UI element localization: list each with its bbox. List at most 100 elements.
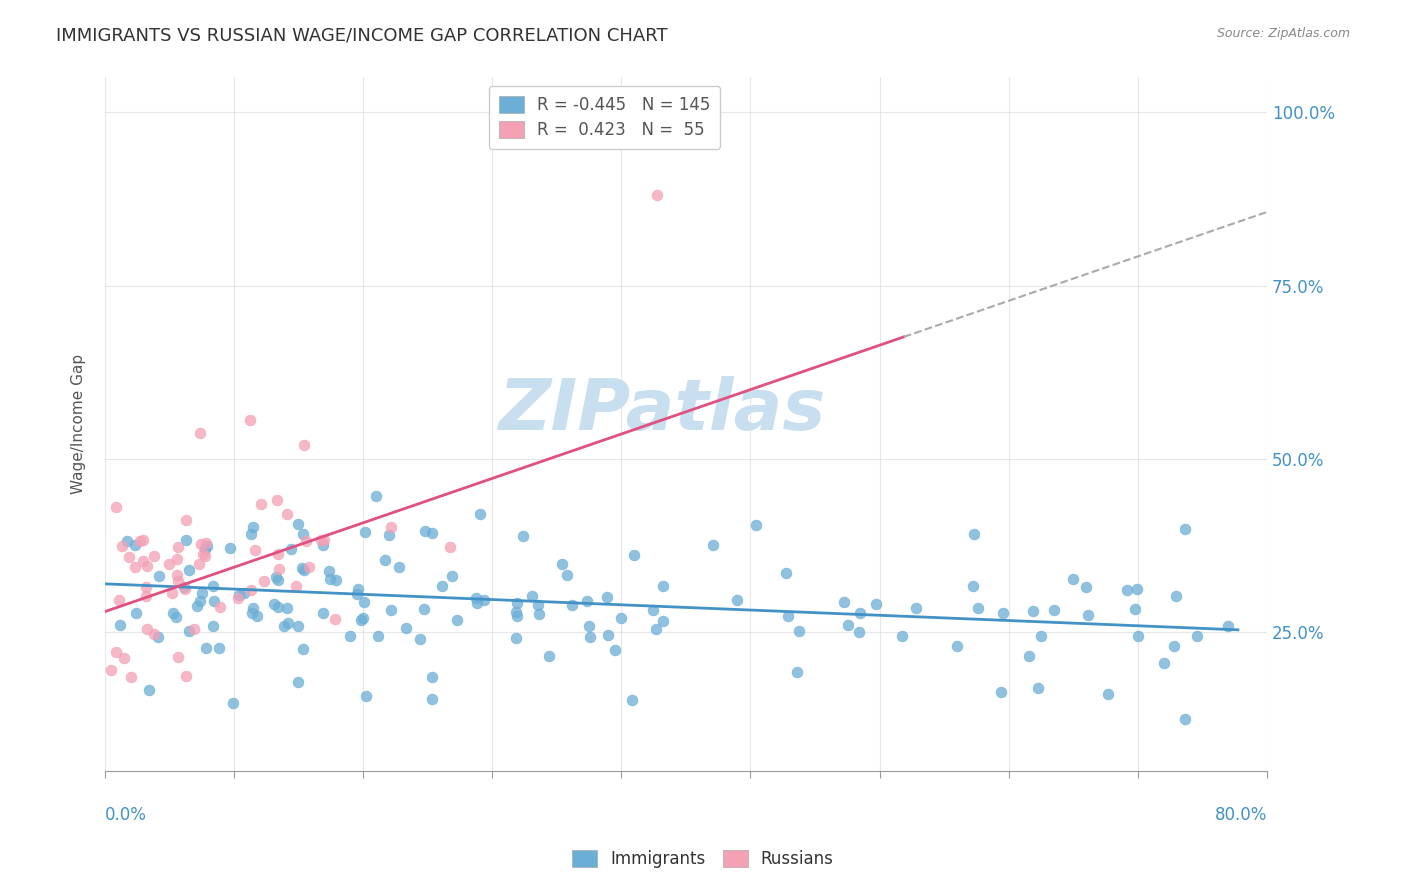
Point xyxy=(277,615,299,630)
Point xyxy=(395,621,418,635)
Point xyxy=(1022,604,1045,618)
Point xyxy=(148,569,170,583)
Point xyxy=(702,538,724,552)
Point xyxy=(1163,640,1185,654)
Point xyxy=(112,650,135,665)
Point xyxy=(561,598,583,612)
Point xyxy=(430,579,453,593)
Point xyxy=(218,541,240,555)
Point xyxy=(468,507,491,521)
Point xyxy=(595,591,617,605)
Point xyxy=(166,568,188,582)
Point xyxy=(353,595,375,609)
Point xyxy=(551,558,574,572)
Point xyxy=(291,526,314,541)
Point xyxy=(201,619,224,633)
Point xyxy=(105,645,128,659)
Point xyxy=(352,611,374,625)
Point xyxy=(465,597,488,611)
Point xyxy=(1123,602,1146,616)
Point xyxy=(129,534,152,549)
Point xyxy=(1043,603,1066,617)
Point xyxy=(298,560,321,574)
Point xyxy=(354,690,377,704)
Point xyxy=(100,663,122,677)
Point xyxy=(187,558,209,572)
Point xyxy=(350,613,373,627)
Point xyxy=(111,539,134,553)
Point xyxy=(135,580,157,594)
Point xyxy=(644,623,666,637)
Point xyxy=(135,589,157,603)
Point xyxy=(623,548,645,562)
Point xyxy=(412,602,434,616)
Point xyxy=(1026,681,1049,696)
Point xyxy=(346,587,368,601)
Point xyxy=(465,591,488,605)
Point xyxy=(276,507,298,521)
Point xyxy=(209,599,232,614)
Point xyxy=(276,601,298,615)
Point xyxy=(238,413,260,427)
Point xyxy=(292,641,315,656)
Point xyxy=(191,547,214,561)
Point xyxy=(309,533,332,547)
Point xyxy=(367,629,389,643)
Point xyxy=(195,536,218,550)
Point xyxy=(226,591,249,605)
Point xyxy=(174,533,197,548)
Point xyxy=(990,685,1012,699)
Point xyxy=(388,560,411,574)
Point xyxy=(354,525,377,540)
Point xyxy=(325,573,347,587)
Point xyxy=(174,582,197,597)
Point xyxy=(243,543,266,558)
Point xyxy=(266,493,288,508)
Point xyxy=(292,564,315,578)
Point xyxy=(420,526,443,541)
Point xyxy=(474,592,496,607)
Point xyxy=(506,609,529,624)
Point xyxy=(527,598,550,612)
Point xyxy=(267,600,290,615)
Point xyxy=(413,524,436,538)
Point xyxy=(166,552,188,566)
Point xyxy=(725,593,748,607)
Point xyxy=(239,583,262,598)
Point xyxy=(179,624,201,639)
Point xyxy=(420,692,443,706)
Point xyxy=(905,601,928,615)
Point xyxy=(287,675,309,690)
Point xyxy=(197,539,219,553)
Point xyxy=(538,649,561,664)
Point xyxy=(174,513,197,527)
Point xyxy=(183,622,205,636)
Point xyxy=(188,425,211,440)
Point xyxy=(1074,580,1097,594)
Point xyxy=(250,497,273,511)
Point xyxy=(603,643,626,657)
Point xyxy=(287,517,309,532)
Point xyxy=(775,566,797,580)
Point xyxy=(194,541,217,556)
Point xyxy=(190,537,212,551)
Point xyxy=(194,640,217,655)
Point xyxy=(505,631,527,645)
Point xyxy=(993,606,1015,620)
Point xyxy=(246,608,269,623)
Point xyxy=(1077,608,1099,623)
Legend: Immigrants, Russians: Immigrants, Russians xyxy=(565,843,841,875)
Point xyxy=(380,603,402,617)
Point xyxy=(506,596,529,610)
Point xyxy=(242,601,264,615)
Point xyxy=(557,568,579,582)
Point xyxy=(157,557,180,571)
Point xyxy=(641,603,664,617)
Y-axis label: Wage/Income Gap: Wage/Income Gap xyxy=(72,354,86,494)
Point xyxy=(131,554,153,568)
Point xyxy=(1116,582,1139,597)
Point xyxy=(273,618,295,632)
Point xyxy=(1216,619,1239,633)
Point xyxy=(240,527,263,541)
Point xyxy=(125,606,148,620)
